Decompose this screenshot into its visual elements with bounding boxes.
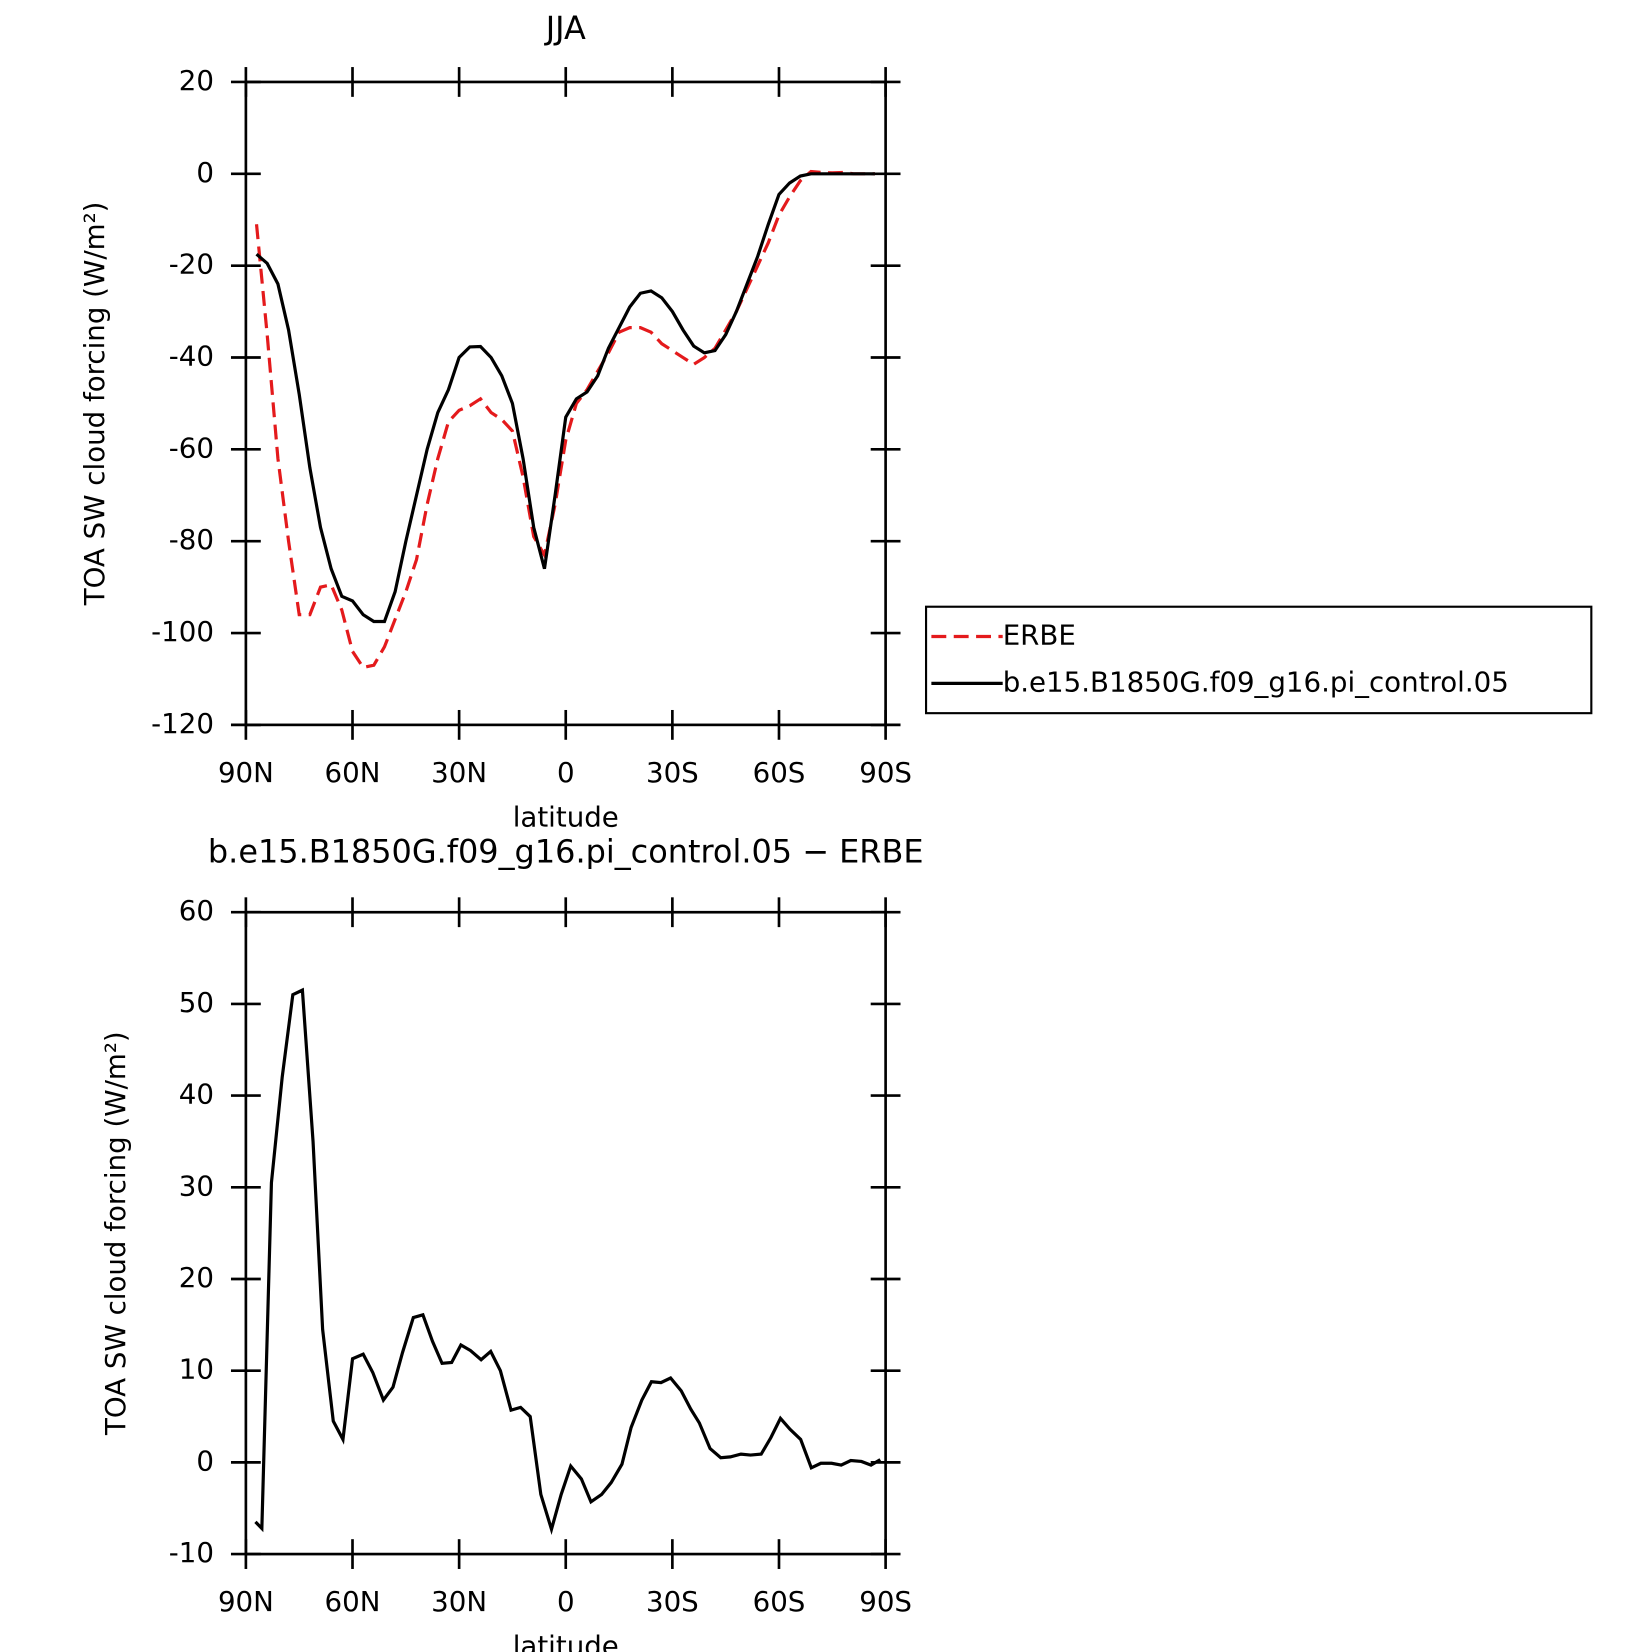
y-tick-label: 10 — [179, 1353, 214, 1386]
data-line — [254, 987, 882, 1535]
x-tick-label: 90S — [859, 756, 912, 789]
y-tick-label: -60 — [169, 431, 214, 464]
x-tick-label: 30N — [431, 756, 487, 789]
legend-label: b.e15.B1850G.f09_g16.pi_control.05 — [1003, 665, 1509, 698]
y-tick-label: 0 — [196, 1444, 214, 1477]
legend-label: ERBE — [1003, 619, 1076, 652]
plot-frame — [244, 80, 887, 727]
x-tick-label: 90S — [859, 1585, 912, 1618]
y-axis-label: TOA SW cloud forcing (W/m²) — [99, 1031, 132, 1436]
y-tick-label: 20 — [179, 1261, 214, 1294]
y-tick-label: -40 — [169, 339, 214, 372]
chart-title: JJA — [544, 9, 586, 47]
y-tick-label: 30 — [179, 1169, 214, 1202]
x-tick-label: 60N — [325, 756, 381, 789]
x-tick-label: 90N — [218, 756, 274, 789]
y-tick-label: 40 — [179, 1078, 214, 1111]
y-tick-label: -80 — [169, 523, 214, 556]
y-axis-label: TOA SW cloud forcing (W/m²) — [78, 202, 111, 607]
y-tick-label: 50 — [179, 986, 214, 1019]
x-tick-label: 30S — [646, 756, 699, 789]
y-tick-label: -120 — [151, 707, 214, 740]
y-tick-label: 20 — [179, 64, 214, 97]
x-axis-label: latitude — [513, 1630, 619, 1652]
y-tick-label: 60 — [179, 894, 214, 927]
x-tick-label: 90N — [218, 1585, 274, 1618]
legend: ERBE b.e15.B1850G.f09_g16.pi_control.05 — [924, 605, 1593, 715]
x-tick-label: 60S — [753, 1585, 806, 1618]
x-tick-label: 0 — [557, 756, 575, 789]
x-tick-label: 30N — [431, 1585, 487, 1618]
x-axis-label: latitude — [513, 801, 619, 834]
legend-box — [924, 605, 1593, 715]
y-tick-label: -100 — [151, 615, 214, 648]
x-tick-label: 60S — [753, 756, 806, 789]
data-line — [254, 169, 875, 670]
chart-title: b.e15.B1850G.f09_g16.pi_control.05 − ERB… — [208, 833, 924, 871]
y-tick-label: -10 — [169, 1536, 214, 1569]
y-tick-label: 0 — [196, 156, 214, 189]
x-tick-label: 60N — [325, 1585, 381, 1618]
x-tick-label: 0 — [557, 1585, 575, 1618]
y-tick-label: -20 — [169, 248, 214, 281]
data-line — [255, 172, 875, 624]
plot-frame — [244, 910, 887, 1556]
x-tick-label: 30S — [646, 1585, 699, 1618]
